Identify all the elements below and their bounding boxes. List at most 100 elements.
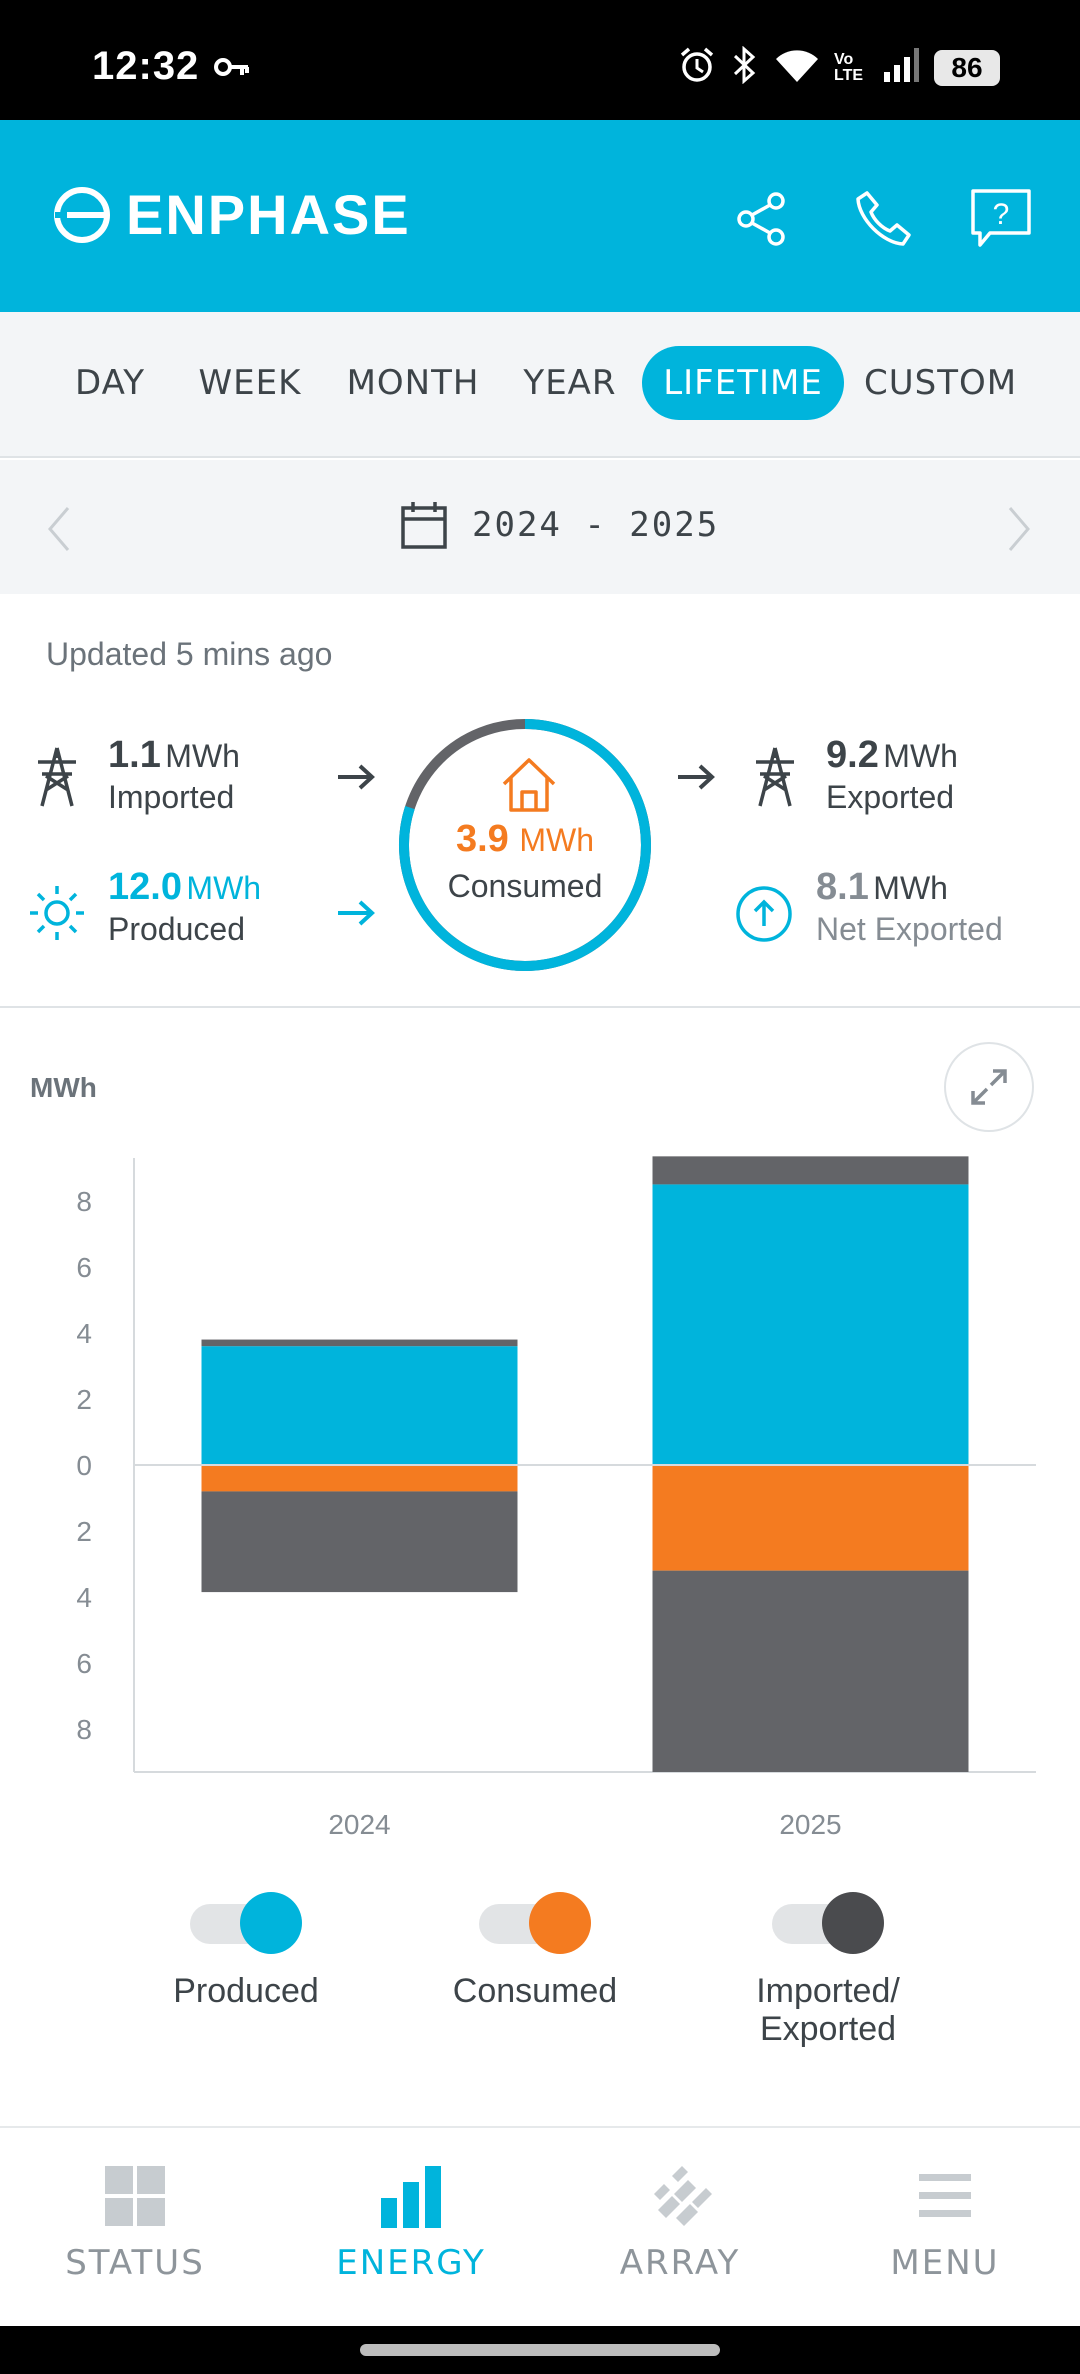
- x-tick-label: 2025: [779, 1809, 841, 1840]
- produced-toggle[interactable]: [190, 1892, 302, 1954]
- y-tick-label: 6: [76, 1252, 92, 1283]
- sun-icon: [28, 884, 86, 947]
- bottom-navigation: STATUS ENERGY ARRAY MENU: [0, 2126, 1080, 2326]
- chart-unit-label: MWh: [30, 1072, 97, 1103]
- exported-value: 9.2: [826, 734, 879, 776]
- date-range-picker[interactable]: 2024 - 2025: [400, 500, 719, 550]
- grid-tower-icon: [750, 746, 800, 813]
- tab-week[interactable]: WEEK: [198, 363, 302, 403]
- nav-status[interactable]: STATUS: [35, 2164, 235, 2283]
- produced-value: 12.0: [108, 866, 182, 908]
- nav-array-label: ARRAY: [619, 2243, 741, 2283]
- volte-icon: Vo LTE: [834, 50, 864, 84]
- nav-array[interactable]: ARRAY: [580, 2164, 780, 2283]
- section-divider: [0, 1006, 1080, 1008]
- solar-array-icon: [654, 2166, 712, 2226]
- nav-menu[interactable]: MENU: [845, 2164, 1045, 2283]
- consumed-label: Consumed: [447, 868, 603, 904]
- chevron-right-icon: [1008, 507, 1030, 551]
- nav-status-label: STATUS: [65, 2243, 205, 2283]
- share-button[interactable]: [726, 186, 796, 252]
- system-navigation-bar: [0, 2326, 1080, 2374]
- produced-label: Produced: [108, 911, 245, 947]
- calendar-icon: [401, 502, 447, 549]
- arrow-up-circle-icon: [734, 884, 794, 949]
- legend-consumed[interactable]: Consumed: [405, 1892, 665, 2010]
- expand-icon: [971, 1069, 1007, 1105]
- tab-day[interactable]: DAY: [75, 363, 145, 403]
- legend-imported-exported[interactable]: Imported/ Exported: [698, 1892, 958, 2048]
- help-button[interactable]: ?: [966, 186, 1036, 252]
- net-exported-stat: 8.1 MWh Net Exported: [816, 866, 1003, 948]
- nav-energy[interactable]: ENERGY: [311, 2164, 511, 2283]
- produced-stat: 12.0 MWh Produced: [108, 866, 261, 948]
- alarm-icon: [678, 46, 716, 89]
- expand-chart-button[interactable]: [944, 1042, 1034, 1132]
- nav-menu-label: MENU: [890, 2243, 1000, 2283]
- y-tick-label: 2: [76, 1384, 92, 1415]
- next-period-button[interactable]: [1004, 504, 1044, 554]
- period-tabs: DAY WEEK MONTH YEAR LIFETIME CUSTOM: [0, 312, 1080, 458]
- bar-imported-2024: [201, 1491, 518, 1593]
- tab-month[interactable]: MONTH: [346, 363, 480, 403]
- key-icon: [214, 56, 250, 83]
- net-exported-label: Net Exported: [816, 911, 1003, 947]
- battery-icon: 86: [934, 49, 1000, 86]
- y-tick-label: 8: [76, 1186, 92, 1217]
- y-tick-label: 8: [76, 1714, 92, 1745]
- net-exported-value: 8.1: [816, 866, 869, 908]
- legend-produced[interactable]: Produced: [116, 1892, 376, 2010]
- help-icon: ?: [971, 189, 1031, 247]
- consumed-stat: 3.9 MWh: [396, 818, 654, 861]
- y-tick-label: 4: [76, 1582, 92, 1613]
- consumed-toggle[interactable]: [479, 1892, 591, 1954]
- tab-year[interactable]: YEAR: [523, 363, 617, 403]
- y-tick-label: 4: [76, 1318, 92, 1349]
- wifi-icon: [774, 46, 820, 89]
- bar-produced-2025: [652, 1184, 969, 1465]
- exported-label: Exported: [826, 779, 955, 815]
- date-range-label: 2024 - 2025: [472, 505, 720, 545]
- exported-stat: 9.2 MWh Exported: [826, 734, 958, 816]
- bar-imported-2025: [652, 1570, 969, 1772]
- bluetooth-icon: [730, 45, 760, 89]
- updated-status: Updated 5 mins ago: [46, 636, 333, 672]
- signal-icon: [882, 46, 920, 89]
- y-tick-label: 0: [76, 1450, 92, 1481]
- produced-unit: MWh: [186, 870, 262, 906]
- call-button[interactable]: [848, 186, 918, 252]
- imported-label: Imported: [108, 779, 235, 815]
- consumption-ring: [398, 719, 651, 971]
- chevron-left-icon: [48, 507, 70, 551]
- bar-consumed-2025: [652, 1465, 969, 1571]
- net-exported-unit: MWh: [873, 870, 948, 906]
- consumed-value: 3.9: [455, 818, 509, 860]
- imported-unit: MWh: [165, 738, 240, 774]
- energy-bars-icon: [381, 2166, 441, 2228]
- app-header: ENPHASE ?: [0, 120, 1080, 312]
- system-status-bar: 12:32 Vo LTE 86: [0, 0, 1080, 120]
- exported-unit: MWh: [883, 738, 958, 774]
- home-gesture-handle[interactable]: [360, 2344, 720, 2356]
- house-icon: [500, 756, 558, 819]
- brand-name: ENPHASE: [126, 183, 411, 246]
- x-tick-label: 2024: [328, 1809, 390, 1840]
- bar-produced-2024: [201, 1346, 518, 1465]
- y-tick-label: 2: [76, 1516, 92, 1547]
- y-tick-label: 6: [76, 1648, 92, 1679]
- bar-exported-2025: [652, 1156, 969, 1185]
- legend-consumed-label: Consumed: [452, 1972, 618, 2010]
- legend-imported-exported-label: Imported/ Exported: [756, 1972, 900, 2048]
- svg-text:?: ?: [993, 198, 1010, 231]
- tab-lifetime[interactable]: LIFETIME: [642, 346, 844, 420]
- tab-custom[interactable]: CUSTOM: [864, 363, 1018, 403]
- previous-period-button[interactable]: [44, 504, 84, 554]
- share-icon: [737, 192, 785, 246]
- nav-energy-label: ENERGY: [336, 2243, 486, 2283]
- enphase-logo-icon: [54, 186, 110, 243]
- imported-exported-toggle[interactable]: [772, 1892, 884, 1954]
- arrow-right-icon: [676, 762, 716, 797]
- arrow-right-icon: [336, 898, 376, 933]
- date-range-selector: 2024 - 2025: [0, 460, 1080, 594]
